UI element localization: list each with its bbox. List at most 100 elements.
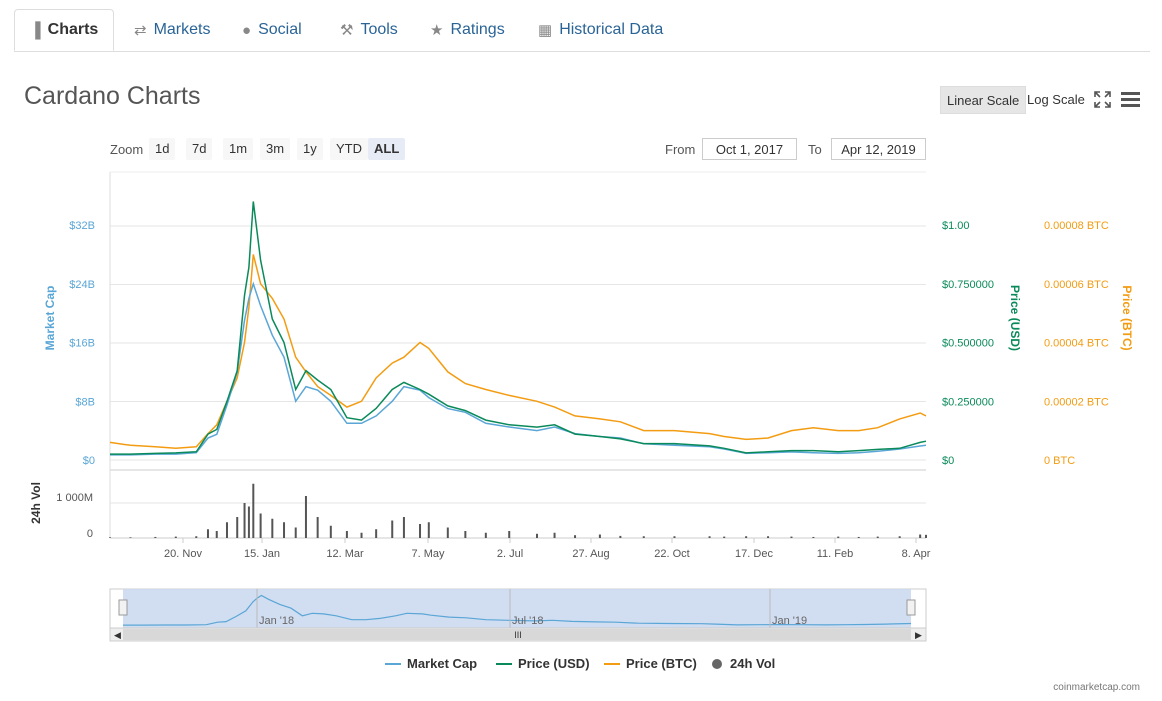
- to-date-input[interactable]: Apr 12, 2019: [831, 138, 926, 160]
- volume-bar: [316, 517, 319, 538]
- x-axis-tick: 8. Apr: [902, 548, 931, 560]
- x-axis-tick: 27. Aug: [572, 548, 609, 560]
- volume-bar: [259, 513, 262, 538]
- volume-bar: [508, 531, 511, 538]
- btc-axis-tick: 0.00002 BTC: [1044, 396, 1109, 408]
- volume-bar: [129, 537, 132, 538]
- left-axis-tick: $24B: [69, 279, 95, 291]
- exchange-icon: ⇄: [134, 22, 147, 39]
- left-axis-tick: $32B: [69, 220, 95, 232]
- volume-bar: [154, 536, 157, 538]
- volume-bar: [790, 536, 793, 538]
- volume-bar: [857, 536, 860, 538]
- navigator-selection: [123, 589, 911, 628]
- legend-label: Price (USD): [518, 656, 590, 671]
- volume-bar: [243, 503, 246, 538]
- btc-axis-tick: 0.00006 BTC: [1044, 279, 1109, 291]
- tab-markets[interactable]: ⇄ Markets: [134, 9, 210, 51]
- navigator-tick: Jan '18: [259, 615, 294, 627]
- x-axis-tick: 11. Feb: [817, 548, 854, 560]
- usd-axis-title: Price (USD): [1008, 285, 1022, 351]
- x-axis-tick: 12. Mar: [326, 548, 364, 560]
- tab-label: Tools: [360, 21, 398, 38]
- volume-bar: [642, 536, 645, 538]
- tab-social[interactable]: ● Social: [242, 9, 302, 51]
- series-line-price-usd-: [110, 201, 927, 455]
- volume-bar: [236, 517, 239, 538]
- volume-bar: [898, 536, 901, 538]
- zoom-1d-button[interactable]: 1d: [149, 138, 176, 160]
- navigator-scrollbar-thumb: [123, 629, 911, 640]
- legend-item-market-cap[interactable]: Market Cap: [385, 656, 477, 671]
- zoom-label: Zoom: [110, 142, 144, 157]
- tab-label: Historical Data: [559, 21, 664, 38]
- btc-axis-tick: 0.00004 BTC: [1044, 338, 1109, 350]
- usd-axis-tick: $0.500000: [942, 338, 994, 350]
- usd-axis-tick: $0.250000: [942, 396, 994, 408]
- legend-swatch: [385, 662, 401, 665]
- series-line-price-btc-: [109, 254, 927, 450]
- volume-bar: [206, 529, 209, 538]
- tab-label: Ratings: [450, 21, 505, 38]
- zoom-all-button[interactable]: ALL: [368, 138, 406, 160]
- zoom-1y-button[interactable]: 1y: [297, 138, 323, 160]
- navigator-handle: [906, 599, 916, 616]
- volume-bar: [484, 532, 487, 538]
- fullscreen-icon[interactable]: [1094, 91, 1111, 108]
- scroll-left-arrow-icon: ◀: [114, 630, 121, 640]
- navigator-tick: Jul '18: [512, 615, 543, 627]
- left-axis-tick: $8B: [75, 396, 95, 408]
- volume-axis-tick: 1 000M: [56, 492, 93, 504]
- volume-bar: [673, 536, 676, 538]
- volume-axis-title: 24h Vol: [29, 482, 43, 524]
- page-title: Cardano Charts: [24, 82, 201, 110]
- volume-bar: [375, 529, 378, 538]
- legend-label: Price (BTC): [626, 656, 697, 671]
- navigator-series-line: [123, 594, 912, 626]
- left-axis-tick: $0: [83, 455, 95, 467]
- x-axis-tick: 17. Dec: [735, 548, 773, 560]
- zoom-3m-button[interactable]: 3m: [260, 138, 291, 160]
- from-date-input[interactable]: Oct 1, 2017: [702, 138, 797, 160]
- tab-charts[interactable]: ▐ Charts: [14, 9, 115, 51]
- volume-bar: [464, 531, 467, 538]
- usd-axis-tick: $1.00: [942, 220, 970, 232]
- legend-swatch: [496, 662, 512, 665]
- zoom-ytd-button[interactable]: YTD: [330, 138, 368, 160]
- legend-item-price-btc[interactable]: Price (BTC): [604, 656, 697, 671]
- volume-bar: [360, 532, 363, 538]
- left-axis-title: Market Cap: [43, 286, 57, 351]
- volume-bar: [598, 534, 601, 538]
- legend-item-price-usd[interactable]: Price (USD): [496, 656, 590, 671]
- tab-tools[interactable]: ⚒ Tools: [340, 9, 398, 51]
- volume-bar: [215, 531, 218, 538]
- navigator-tick: Jan '19: [772, 615, 807, 627]
- volume-bar: [283, 522, 286, 538]
- x-axis-tick: 7. May: [411, 548, 445, 560]
- volume-bar: [925, 534, 927, 538]
- tab-ratings[interactable]: ★ Ratings: [430, 9, 505, 51]
- btc-axis-title: Price (BTC): [1120, 285, 1134, 350]
- tab-historical-data[interactable]: ▦ Historical Data: [538, 9, 663, 51]
- globe-icon: ●: [242, 21, 252, 39]
- x-axis-tick: 22. Oct: [654, 548, 689, 560]
- scrollbar-grip-icon: III: [514, 630, 522, 640]
- zoom-1m-button[interactable]: 1m: [223, 138, 254, 160]
- volume-bar: [109, 537, 111, 538]
- volume-axis-tick: 0: [87, 528, 93, 540]
- x-axis-tick: 20. Nov: [164, 548, 202, 560]
- volume-bar: [271, 518, 274, 538]
- legend-item-24h-vol[interactable]: 24h Vol: [712, 656, 775, 671]
- tab-label: Charts: [47, 21, 99, 38]
- wrench-icon: ⚒: [340, 22, 354, 39]
- volume-bar: [446, 527, 449, 538]
- volume-bar: [745, 536, 748, 538]
- log-scale-button[interactable]: Log Scale: [1027, 92, 1085, 107]
- zoom-7d-button[interactable]: 7d: [186, 138, 213, 160]
- menu-icon[interactable]: [1121, 91, 1140, 107]
- to-label: To: [808, 142, 822, 157]
- volume-bar: [876, 536, 879, 538]
- volume-bar: [225, 522, 228, 538]
- linear-scale-button[interactable]: Linear Scale: [940, 86, 1027, 114]
